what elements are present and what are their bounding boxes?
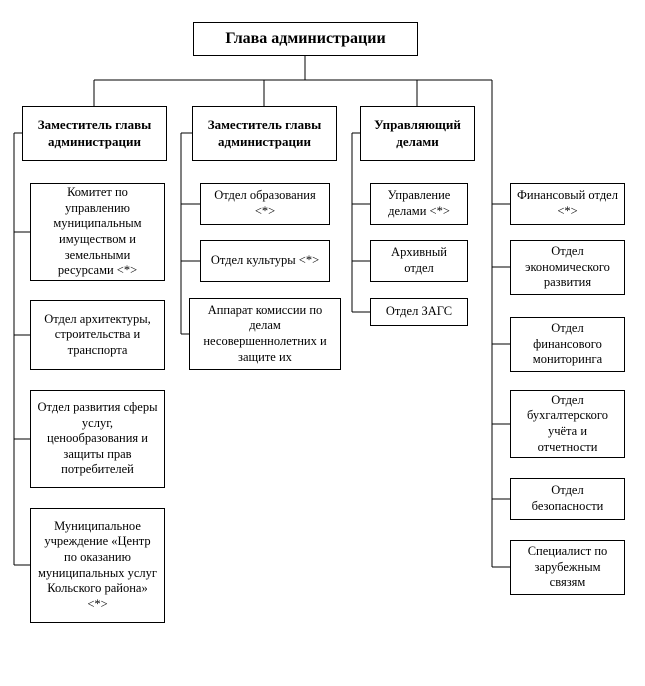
col4-item-1: Отдел экономического развития — [510, 240, 625, 295]
col3-item-0: Управление делами <*> — [370, 183, 468, 225]
col1-item-2: Отдел развития сферы услуг, ценообразова… — [30, 390, 165, 488]
col3-head: Управляющий делами — [360, 106, 475, 161]
col1-item-0: Комитет по управлению муниципальным имущ… — [30, 183, 165, 281]
col2-head-label: Заместитель главы администрации — [199, 117, 330, 150]
col3-item-1: Архивный отдел — [370, 240, 468, 282]
col3-item-2-label: Отдел ЗАГС — [386, 304, 452, 320]
col3-item-2: Отдел ЗАГС — [370, 298, 468, 326]
col3-head-label: Управляющий делами — [367, 117, 468, 150]
col4-item-4: Отдел безопасности — [510, 478, 625, 520]
col1-item-3-label: Муниципальное учреждение «Центр по оказа… — [37, 519, 158, 613]
col2-item-0-label: Отдел образования <*> — [207, 188, 323, 219]
col4-item-4-label: Отдел безопасности — [517, 483, 618, 514]
col2-item-1: Отдел культуры <*> — [200, 240, 330, 282]
col1-item-1: Отдел архитектуры, строительства и транс… — [30, 300, 165, 370]
col4-item-5-label: Специалист по зарубежным связям — [517, 544, 618, 591]
col2-item-2-label: Аппарат комиссии по делам несовершенноле… — [196, 303, 334, 366]
col1-item-0-label: Комитет по управлению муниципальным имущ… — [37, 185, 158, 279]
col1-head: Заместитель главы администрации — [22, 106, 167, 161]
col4-item-2: Отдел финансового мониторинга — [510, 317, 625, 372]
col3-item-0-label: Управление делами <*> — [377, 188, 461, 219]
col1-item-3: Муниципальное учреждение «Центр по оказа… — [30, 508, 165, 623]
root-label: Глава администрации — [225, 29, 385, 49]
col2-item-2: Аппарат комиссии по делам несовершенноле… — [189, 298, 341, 370]
col4-item-1-label: Отдел экономического развития — [517, 244, 618, 291]
col2-item-0: Отдел образования <*> — [200, 183, 330, 225]
col1-item-2-label: Отдел развития сферы услуг, ценообразова… — [37, 400, 158, 478]
col4-item-5: Специалист по зарубежным связям — [510, 540, 625, 595]
col4-item-0-label: Финансовый отдел <*> — [517, 188, 618, 219]
col1-head-label: Заместитель главы администрации — [29, 117, 160, 150]
col3-item-1-label: Архивный отдел — [377, 245, 461, 276]
col4-item-3-label: Отдел бухгалтерского учёта и отчетности — [517, 393, 618, 456]
col4-item-2-label: Отдел финансового мониторинга — [517, 321, 618, 368]
col2-item-1-label: Отдел культуры <*> — [211, 253, 319, 269]
root-node: Глава администрации — [193, 22, 418, 56]
col1-item-1-label: Отдел архитектуры, строительства и транс… — [37, 312, 158, 359]
col4-item-0: Финансовый отдел <*> — [510, 183, 625, 225]
col4-item-3: Отдел бухгалтерского учёта и отчетности — [510, 390, 625, 458]
col2-head: Заместитель главы администрации — [192, 106, 337, 161]
